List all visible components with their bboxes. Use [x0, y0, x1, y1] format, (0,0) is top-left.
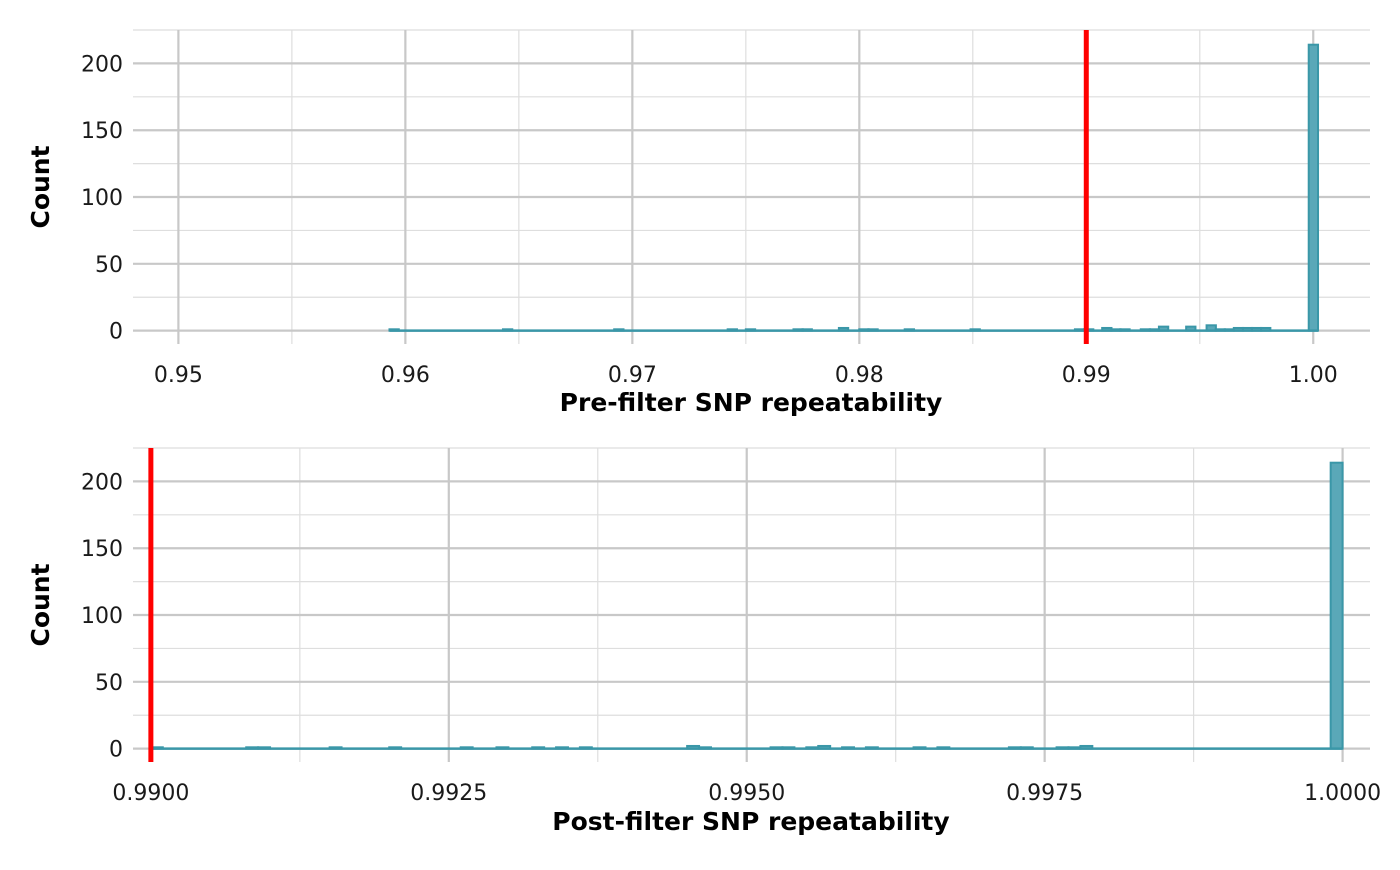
- x-tick-label: 0.9975: [1006, 781, 1083, 806]
- y-tick-label: 150: [81, 119, 123, 144]
- y-tick-label: 50: [95, 671, 123, 696]
- x-tick-label: 0.9950: [708, 781, 785, 806]
- y-tick-label: 100: [81, 186, 123, 211]
- pre-filter-y-axis-label: Count: [26, 145, 55, 228]
- x-tick-label: 0.9925: [410, 781, 487, 806]
- y-tick-label: 0: [109, 320, 123, 345]
- x-tick-label: 0.95: [154, 363, 203, 388]
- histogram-bar: [1329, 461, 1344, 750]
- histogram-bar: [1307, 43, 1320, 332]
- x-tick-label: 1.0000: [1304, 781, 1381, 806]
- post-filter-x-axis-label: Post-filter SNP repeatability: [552, 807, 949, 836]
- x-tick-label: 0.9900: [112, 781, 189, 806]
- y-tick-label: 200: [81, 470, 123, 495]
- x-tick-label: 0.97: [608, 363, 657, 388]
- x-tick-label: 1.00: [1289, 363, 1338, 388]
- y-tick-label: 200: [81, 52, 123, 77]
- y-tick-label: 150: [81, 537, 123, 562]
- pre-filter-x-axis-label: Pre-filter SNP repeatability: [560, 388, 943, 417]
- y-tick-label: 50: [95, 253, 123, 278]
- x-tick-label: 0.98: [835, 363, 884, 388]
- pre-filter-histogram-panel: 0 50 100 150 200 0.95 0.96 0.97 0.98 0.99 1.00 Pr…: [26, 29, 1370, 417]
- post-filter-histogram-panel: 0 50 100 150 200 0.9900 0.9925 0.9950 0.9975 1.0…: [26, 447, 1381, 836]
- post-filter-y-axis-label: Count: [26, 563, 55, 646]
- y-tick-label: 100: [81, 604, 123, 629]
- y-tick-label: 0: [109, 738, 123, 763]
- x-tick-label: 0.96: [381, 363, 430, 388]
- x-tick-label: 0.99: [1062, 363, 1111, 388]
